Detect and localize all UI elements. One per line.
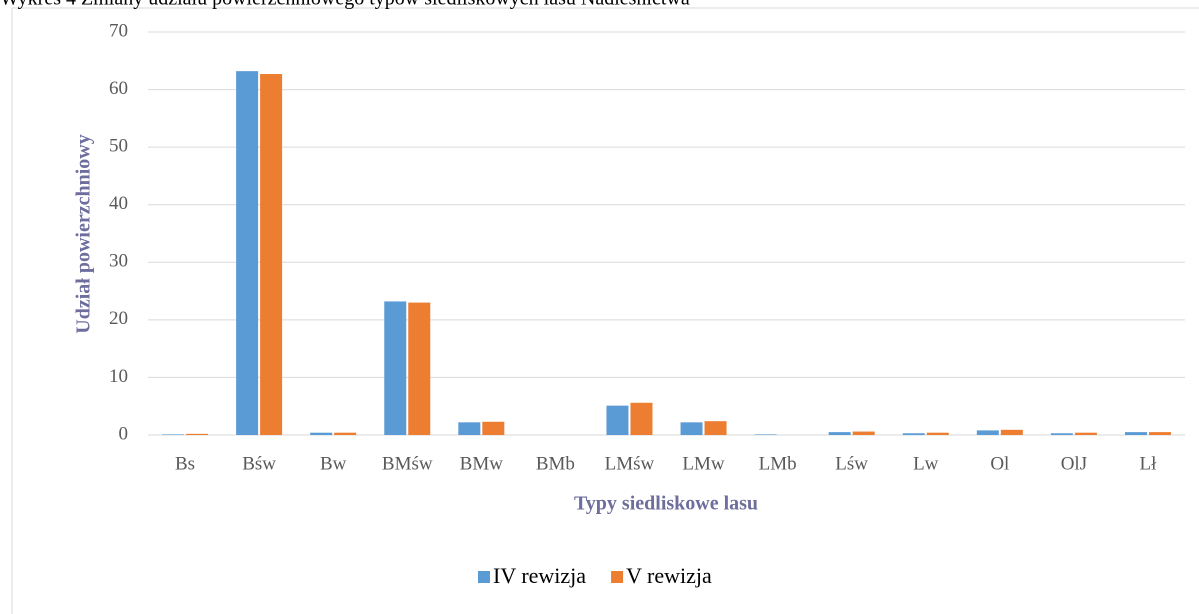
bar <box>630 402 653 435</box>
bar <box>1124 432 1147 435</box>
x-tick-label: LMśw <box>605 453 655 474</box>
bar <box>334 432 357 435</box>
bar <box>186 433 209 435</box>
x-tick-label: Ol <box>990 453 1009 474</box>
bar <box>384 301 407 435</box>
bar <box>482 421 505 435</box>
bar <box>1050 433 1073 435</box>
x-tick-label: Lśw <box>835 453 868 474</box>
y-tick-label: 70 <box>109 20 128 41</box>
legend-label: V rewizja <box>626 563 712 588</box>
legend-label: IV rewizja <box>493 563 586 588</box>
legend-swatch <box>478 571 490 583</box>
bar <box>902 433 925 435</box>
x-tick-label: BMw <box>460 453 504 474</box>
bar <box>606 405 629 435</box>
x-tick-label: Bśw <box>242 453 276 474</box>
x-tick-label: LMb <box>759 453 797 474</box>
bar <box>162 434 185 435</box>
x-tick-label: Bw <box>320 453 347 474</box>
bar <box>1148 432 1171 435</box>
x-tick-label: LMw <box>682 453 725 474</box>
bar <box>754 434 777 435</box>
bar <box>704 421 727 435</box>
bar <box>976 430 999 435</box>
y-tick-label: 10 <box>109 366 128 387</box>
bar <box>680 422 703 435</box>
x-axis-title: Typy siedliskowe lasu <box>574 493 758 515</box>
bar <box>1000 429 1023 435</box>
bar <box>260 74 283 435</box>
y-tick-label: 50 <box>109 136 128 157</box>
bar <box>926 432 949 435</box>
x-tick-label: Lw <box>913 453 939 474</box>
x-tick-label: Bs <box>175 453 195 474</box>
x-tick-label: OlJ <box>1061 453 1087 474</box>
x-tick-label: BMśw <box>382 453 433 474</box>
x-tick-label: BMb <box>536 453 575 474</box>
y-tick-label: 20 <box>109 308 128 329</box>
bar <box>828 432 851 435</box>
bar <box>408 302 431 435</box>
chart-title: Wykres 4 Zmiany udziału powierzchniowego… <box>0 0 690 10</box>
y-tick-label: 30 <box>109 251 128 272</box>
x-tick-label: Lł <box>1140 453 1158 474</box>
y-tick-label: 60 <box>109 78 128 99</box>
legend-swatch <box>611 571 624 583</box>
bar <box>310 432 333 435</box>
bar <box>236 71 259 436</box>
y-tick-label: 40 <box>109 193 128 214</box>
bar <box>1074 432 1097 435</box>
y-tick-label: 0 <box>119 423 129 444</box>
bar <box>852 431 875 435</box>
y-axis-title: Udział powierzchniowy <box>73 134 95 333</box>
bar <box>458 422 481 435</box>
chart-border <box>11 7 1199 614</box>
